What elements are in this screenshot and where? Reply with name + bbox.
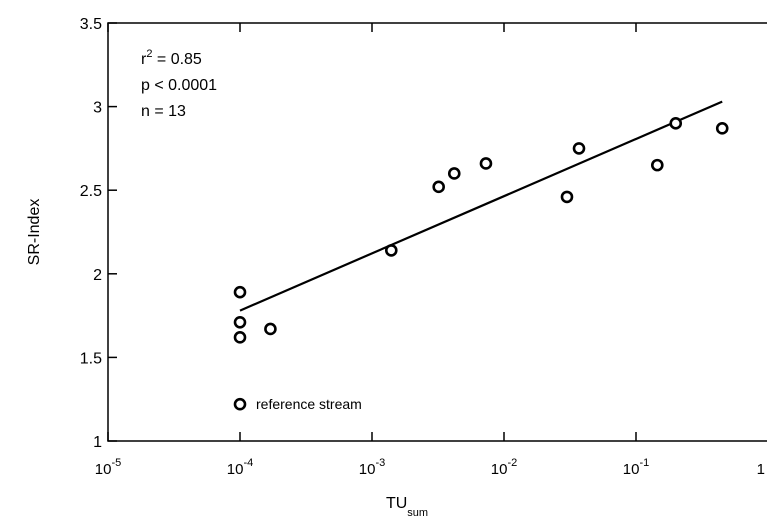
data-point bbox=[669, 117, 683, 130]
x-tick-label: 10-5 bbox=[95, 457, 121, 478]
y-axis-ticks: 1 1.5 2 2.5 3 3.5 bbox=[80, 16, 117, 451]
x-axis-label: TUsum bbox=[386, 495, 428, 519]
data-point bbox=[447, 167, 461, 180]
data-point bbox=[233, 285, 247, 299]
legend-label: reference stream bbox=[256, 396, 362, 412]
data-point bbox=[651, 158, 664, 172]
y-tick-label: 3 bbox=[93, 100, 102, 117]
x-axis-ticks: 10-5 10-4 10-3 10-2 10-1 1 bbox=[95, 23, 765, 478]
x-tick-label: 10-2 bbox=[491, 457, 517, 478]
y-tick-label: 3.5 bbox=[80, 16, 102, 33]
data-point bbox=[560, 190, 574, 204]
data-point bbox=[233, 331, 247, 344]
x-tick-label: 10-1 bbox=[623, 457, 649, 478]
data-point bbox=[715, 122, 729, 135]
data-point bbox=[432, 180, 445, 194]
data-point bbox=[479, 157, 493, 170]
data-point bbox=[233, 315, 247, 329]
y-tick-label: 1 bbox=[93, 434, 102, 451]
stats-r-letter: r bbox=[141, 51, 147, 68]
y-tick-label: 2.5 bbox=[80, 183, 102, 200]
y-tick-label: 2 bbox=[93, 267, 102, 284]
x-axis-label-sub: sum bbox=[407, 507, 428, 519]
data-point bbox=[264, 322, 277, 336]
data-points bbox=[233, 117, 729, 344]
y-tick-label: 1.5 bbox=[80, 350, 102, 367]
stats-r-squared: r2 = 0.85 bbox=[141, 48, 202, 68]
x-tick-label: 10-4 bbox=[227, 457, 253, 478]
x-tick-label: 1 bbox=[757, 461, 765, 478]
data-point bbox=[572, 142, 586, 155]
y-axis-label: SR-Index bbox=[26, 199, 43, 266]
legend-marker bbox=[233, 397, 247, 411]
x-tick-label: 10-3 bbox=[359, 457, 385, 478]
plot-frame bbox=[107, 22, 767, 442]
data-point bbox=[384, 244, 398, 257]
x-axis-label-main: TU bbox=[386, 495, 407, 512]
stats-p-value: p < 0.0001 bbox=[141, 77, 217, 94]
regression-line bbox=[239, 100, 723, 312]
stats-r-exponent: 2 bbox=[146, 48, 152, 60]
stats-r-value: = 0.85 bbox=[152, 51, 201, 68]
stats-n-value: n = 13 bbox=[141, 103, 186, 120]
